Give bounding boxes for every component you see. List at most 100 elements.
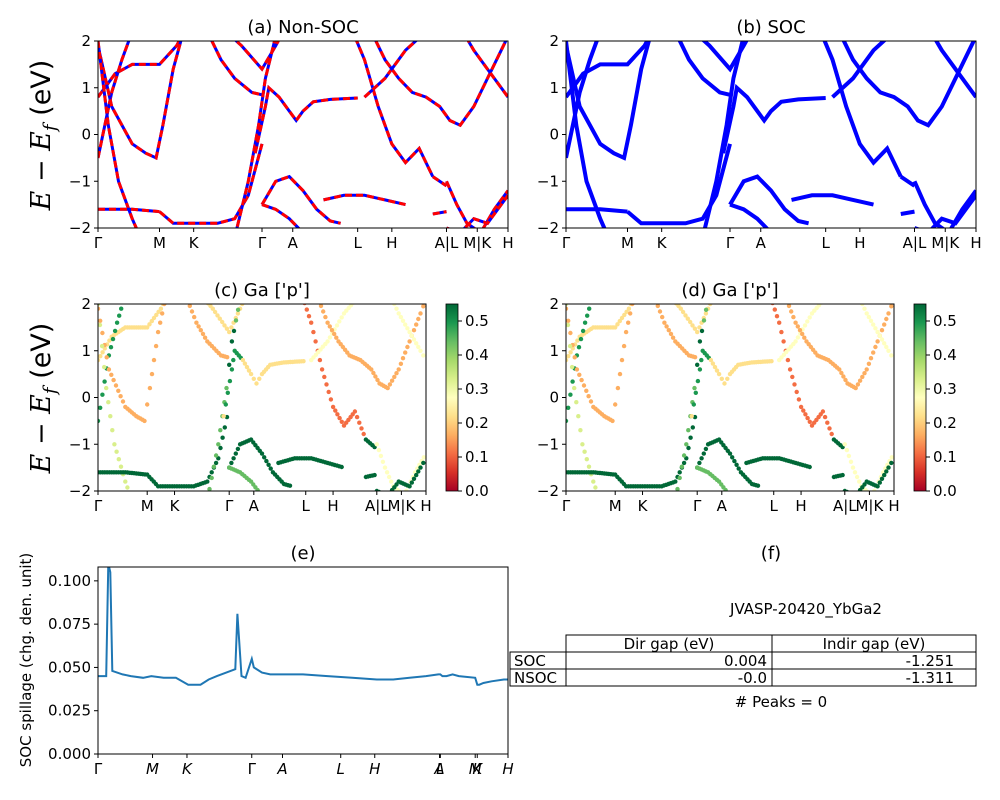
projection-dot: [268, 466, 273, 471]
projection-dot: [574, 400, 579, 405]
projection-dot: [325, 320, 330, 325]
projection-dot: [882, 322, 887, 327]
projection-dot: [373, 374, 378, 379]
projection-dot: [416, 316, 421, 322]
projection-dot: [866, 361, 872, 366]
projection-dot: [199, 293, 203, 297]
projection-dot: [691, 402, 696, 407]
x-tick-label: H: [970, 234, 981, 252]
x-tick-label: K: [638, 497, 649, 515]
x-tick-label: A: [756, 234, 767, 252]
projection-dot: [662, 320, 667, 325]
y-tick-label: 0.050: [48, 658, 91, 676]
projection-dot: [100, 392, 105, 397]
projection-dot: [211, 464, 217, 469]
projection-dot: [862, 371, 867, 376]
band-line-soc: [899, 174, 916, 188]
band-line-nsoc-dashed: [355, 41, 435, 178]
band-line-soc: [900, 209, 915, 216]
projection-dot: [348, 304, 354, 308]
x-tick-label: A: [249, 497, 260, 515]
projection-dot: [777, 320, 782, 325]
projection-dot: [699, 328, 705, 334]
projection-dot: [585, 313, 590, 318]
projection-dot: [566, 304, 569, 307]
projection-dot: [102, 364, 107, 370]
projection-dot: [116, 457, 122, 462]
projection-dot: [785, 357, 791, 363]
projection-dot: [372, 472, 377, 478]
projection-dot: [202, 335, 208, 340]
projection-dot: [325, 339, 330, 344]
y-tick-label: −2: [537, 482, 559, 500]
projection-dot: [394, 371, 399, 376]
projection-dot: [693, 390, 698, 395]
projection-dot: [240, 304, 245, 307]
projection-dot: [405, 344, 410, 350]
x-tick-label: Γ: [258, 234, 267, 252]
projection-dot: [871, 322, 876, 327]
projection-dot: [233, 318, 239, 323]
x-tick-label: A: [433, 760, 444, 778]
projection-dot: [337, 415, 342, 421]
colorbar-tick-label: 0.5: [465, 312, 489, 330]
projection-dot: [734, 462, 739, 467]
projection-dot: [692, 355, 698, 360]
projection-dot: [215, 313, 220, 318]
projection-dot: [879, 337, 885, 342]
projection-dot: [688, 319, 693, 325]
projection-dot: [396, 311, 401, 316]
projection-dot: [145, 325, 150, 330]
projection-dot: [388, 293, 392, 297]
projection-dot: [868, 356, 874, 361]
panel-b-title: (b) SOC: [736, 17, 805, 38]
projection-dot: [668, 331, 674, 337]
y-tick-label: 0: [549, 126, 559, 144]
projection-dot: [354, 298, 358, 302]
projection-dot: [315, 292, 319, 296]
projection-dot: [568, 330, 573, 336]
projection-dot: [418, 311, 423, 316]
projection-dot: [582, 320, 588, 325]
projection-dot: [149, 371, 155, 377]
y-tick-label: −1: [69, 172, 91, 190]
projection-dot: [398, 314, 404, 320]
projection-dot: [732, 458, 737, 464]
projection-dot: [685, 316, 690, 321]
projection-dot: [361, 431, 366, 437]
band-line-soc: [728, 174, 810, 226]
y-tick-label: 0.000: [48, 745, 91, 763]
band-line-nsoc-dashed: [210, 41, 263, 97]
projection-dot: [149, 318, 154, 324]
table-header-indir: Indir gap (eV): [823, 635, 926, 653]
projection-dot: [411, 328, 417, 333]
projection-dot: [151, 315, 157, 321]
x-tick-label: K: [182, 760, 193, 778]
projection-dot: [319, 367, 325, 372]
projection-dot: [244, 364, 250, 370]
projection-dot: [407, 484, 412, 489]
projection-dot: [779, 329, 784, 335]
projection-dot: [655, 304, 660, 309]
projection-dot: [842, 442, 847, 447]
projection-dot: [400, 356, 406, 361]
projection-dot: [844, 447, 850, 453]
projection-dot: [158, 306, 164, 311]
projection-dot: [98, 405, 103, 410]
projection-dot: [357, 420, 362, 425]
y-tick-label: 0.025: [48, 702, 91, 720]
band-line-soc: [721, 83, 826, 154]
projection-dot: [418, 465, 423, 470]
projection-dot: [339, 419, 344, 424]
projection-dot: [873, 326, 878, 331]
projection-dot: [786, 304, 792, 309]
projection-dot: [227, 362, 232, 367]
projection-dot: [212, 309, 218, 315]
projection-dot: [231, 328, 237, 334]
projection-dot: [222, 425, 227, 430]
projection-dot: [795, 324, 800, 329]
projection-dot: [774, 314, 780, 319]
panel-c-frame: [97, 303, 427, 492]
projection-dot: [197, 290, 201, 294]
band-line-nsoc-dashed: [235, 41, 277, 228]
